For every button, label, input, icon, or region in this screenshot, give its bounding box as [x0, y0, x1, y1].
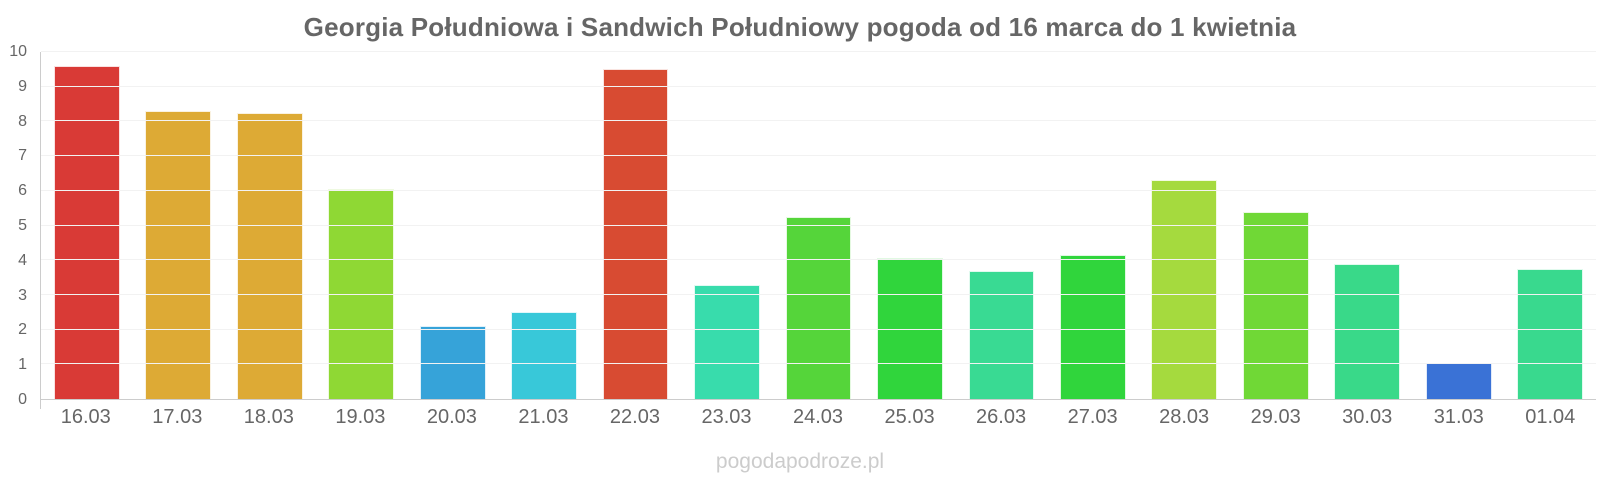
bar-slot-28.03 — [1139, 52, 1230, 399]
y-tick-label: 0 — [18, 391, 27, 408]
bar-23.03[interactable] — [694, 284, 760, 399]
bar-31.03[interactable] — [1425, 362, 1492, 399]
y-tick-label: 10 — [9, 43, 27, 60]
bar-slot-29.03 — [1230, 52, 1321, 399]
bar-26.03[interactable] — [968, 270, 1035, 399]
y-tick-label: 8 — [18, 112, 27, 130]
bar-slot-25.03 — [864, 52, 955, 399]
x-tick-label-01.04: 01.04 — [1525, 406, 1576, 428]
gridline-y-10 — [41, 51, 1596, 52]
gridline-y-3 — [41, 293, 1596, 295]
bar-18.03[interactable] — [236, 112, 303, 399]
gridline-y-7 — [41, 155, 1596, 157]
bar-22.03[interactable] — [602, 69, 669, 399]
bar-slot-01.04 — [1505, 52, 1596, 399]
y-tick-label: 4 — [18, 251, 27, 269]
gridline-y-6 — [41, 189, 1596, 191]
bar-20.03[interactable] — [419, 326, 486, 399]
x-tick-label-24.03: 24.03 — [792, 406, 844, 428]
bar-30.03[interactable] — [1334, 263, 1401, 399]
bar-slot-26.03 — [956, 52, 1047, 399]
y-tick-label: 7 — [18, 147, 27, 165]
x-tick-label-22.03: 22.03 — [609, 406, 660, 428]
bar-slot-17.03 — [132, 52, 223, 399]
bar-slot-16.03 — [41, 52, 132, 399]
y-tick-label: 3 — [18, 286, 27, 304]
x-tick-label-18.03: 18.03 — [243, 406, 294, 428]
x-axis-zero-tick — [40, 400, 41, 409]
bar-24.03[interactable] — [785, 216, 852, 399]
bar-21.03[interactable] — [511, 312, 577, 399]
x-tick-label-19.03: 19.03 — [335, 406, 386, 428]
y-tick-label: 1 — [18, 356, 27, 374]
plot-area — [40, 51, 1596, 400]
gridline-y-8 — [41, 120, 1596, 122]
gridline-y-9 — [41, 85, 1596, 87]
gridline-y-5 — [41, 224, 1596, 226]
bar-slot-19.03 — [315, 52, 406, 399]
y-tick-label: 5 — [18, 217, 27, 234]
gridline-y-1 — [41, 363, 1596, 365]
bars-row — [41, 52, 1596, 399]
bar-slot-24.03 — [773, 52, 864, 399]
x-tick-label-26.03: 26.03 — [976, 406, 1027, 428]
x-tick-label-23.03: 23.03 — [701, 406, 752, 428]
bar-slot-23.03 — [681, 52, 772, 399]
bar-28.03[interactable] — [1151, 180, 1218, 399]
bar-slot-22.03 — [590, 52, 681, 399]
bar-slot-30.03 — [1322, 52, 1413, 399]
gridline-y-2 — [41, 328, 1596, 330]
bar-16.03[interactable] — [53, 65, 120, 399]
x-tick-label-27.03: 27.03 — [1067, 406, 1118, 428]
y-axis-labels: 0 1 2 3 4 5 6 7 8 9 10 — [0, 43, 33, 408]
bar-slot-18.03 — [224, 52, 315, 399]
x-axis-labels: 16.03 17.03 18.03 19.03 20.03 21.03 22.03 23.03… — [40, 406, 1596, 429]
x-tick-label-31.03: 31.03 — [1433, 406, 1484, 428]
x-tick-label-20.03: 20.03 — [426, 406, 477, 428]
x-tick-label-16.03: 16.03 — [60, 406, 111, 428]
gridline-y-4 — [41, 259, 1596, 261]
watermark-text: pogodapodroze.pl — [715, 450, 885, 473]
y-tick-label: 6 — [18, 182, 27, 200]
x-tick-label-25.03: 25.03 — [884, 406, 935, 428]
bar-slot-31.03 — [1413, 52, 1504, 399]
x-tick-label-29.03: 29.03 — [1250, 406, 1301, 428]
y-tick-label: 2 — [18, 321, 27, 339]
chart-title: Georgia Południowa i Sandwich Południowy… — [303, 12, 1297, 42]
bar-slot-27.03 — [1047, 52, 1138, 399]
x-tick-label-30.03: 30.03 — [1342, 406, 1393, 428]
bar-slot-21.03 — [498, 52, 589, 399]
y-tick-label: 9 — [18, 77, 27, 95]
x-tick-label-28.03: 28.03 — [1159, 406, 1210, 428]
bar-slot-20.03 — [407, 52, 498, 399]
bar-29.03[interactable] — [1242, 211, 1309, 399]
x-tick-label-17.03: 17.03 — [152, 406, 203, 428]
x-tick-label-21.03: 21.03 — [518, 406, 569, 428]
bar-27.03[interactable] — [1059, 255, 1126, 399]
bar-01.04[interactable] — [1517, 268, 1584, 399]
bar-17.03[interactable] — [145, 111, 212, 399]
